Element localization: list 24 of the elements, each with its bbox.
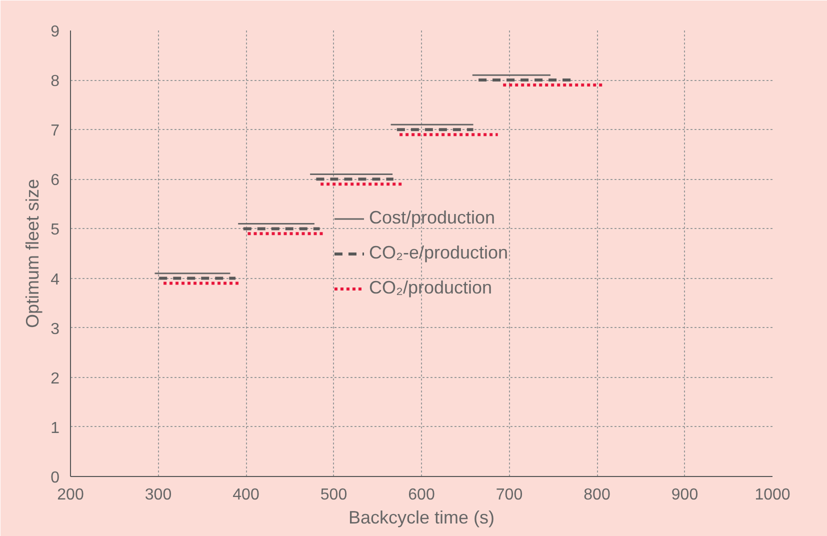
y-axis-title: Optimum fleet size bbox=[22, 178, 43, 328]
x-tick-label: 600 bbox=[408, 486, 435, 504]
x-tick-label: 200 bbox=[57, 486, 84, 504]
x-tick-label: 1000 bbox=[754, 486, 790, 504]
x-tick-label: 800 bbox=[584, 486, 610, 504]
legend-label: CO₂/production bbox=[368, 278, 492, 298]
legend-label: Cost/production bbox=[368, 208, 496, 228]
x-tick-label: 500 bbox=[320, 486, 348, 504]
y-tick-label: 7 bbox=[50, 122, 60, 140]
y-tick-label: 4 bbox=[50, 271, 60, 288]
legend-label: CO₂-e/production bbox=[368, 242, 508, 264]
y-tick-label: 2 bbox=[50, 370, 60, 388]
y-tick-label: 9 bbox=[50, 24, 60, 40]
y-tick-label: 0 bbox=[50, 470, 60, 486]
y-tick-label: 8 bbox=[50, 73, 60, 90]
x-axis-title: Backcycle time (s) bbox=[348, 508, 495, 528]
x-tick-label: 300 bbox=[144, 486, 172, 504]
y-tick-label: 5 bbox=[50, 222, 60, 239]
x-tick-label: 400 bbox=[232, 486, 260, 504]
y-tick-label: 6 bbox=[50, 172, 60, 190]
x-tick-label: 700 bbox=[496, 486, 523, 504]
y-tick-label: 3 bbox=[50, 320, 60, 338]
x-tick-label: 900 bbox=[671, 486, 698, 504]
y-tick-label: 1 bbox=[50, 420, 60, 437]
